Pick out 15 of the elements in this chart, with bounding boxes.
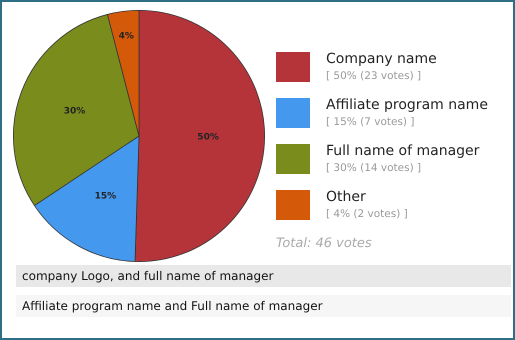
text: [ 15% (7 votes) ] bbox=[326, 116, 414, 128]
data-label: 50% bbox=[197, 132, 219, 142]
data-label: 4% bbox=[118, 32, 134, 42]
text: Total: 46 votes bbox=[276, 236, 372, 251]
text: [ 4% (2 votes) ] bbox=[326, 208, 408, 220]
legend-label: Full name of manager bbox=[326, 143, 480, 159]
data-label: 15% bbox=[94, 192, 116, 202]
legend-label: Other bbox=[326, 189, 366, 205]
text: Affiliate program name and Full name of manager bbox=[16, 295, 511, 317]
text: [ 50% (23 votes) ] bbox=[326, 70, 422, 82]
text: [ 30% (14 votes) ] bbox=[326, 162, 422, 174]
legend-label: Affiliate program name bbox=[326, 97, 488, 113]
legend-label: Company name bbox=[326, 51, 437, 67]
data-label: 30% bbox=[64, 106, 86, 117]
text: company Logo, and full name of manager bbox=[16, 265, 511, 287]
